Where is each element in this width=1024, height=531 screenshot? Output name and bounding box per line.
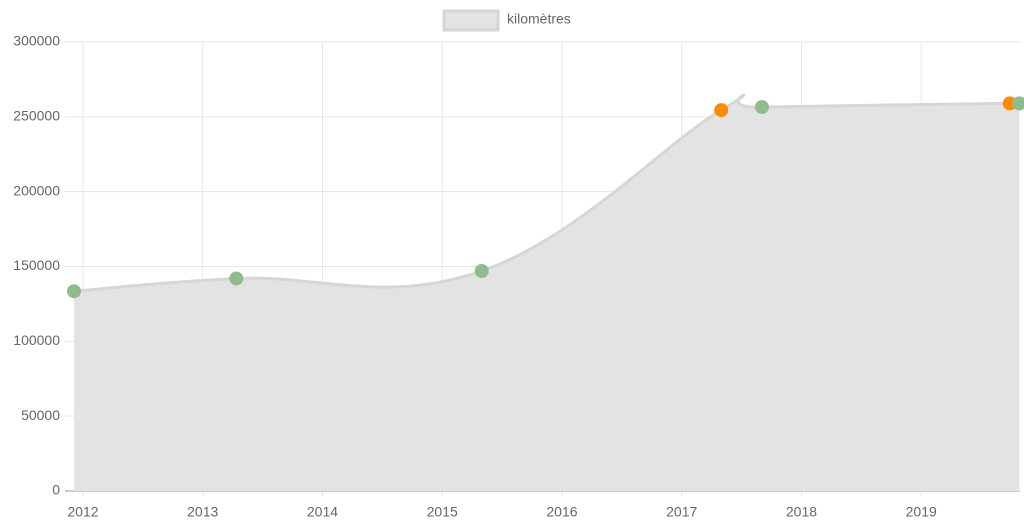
point xyxy=(754,100,769,115)
line xyxy=(73,93,1024,293)
point xyxy=(229,271,244,286)
x-tick-label: 2015 xyxy=(427,504,458,520)
point xyxy=(714,103,729,118)
legend-swatch[interactable] xyxy=(442,9,500,32)
y-tick-label: 0 xyxy=(52,482,60,498)
area xyxy=(73,95,1024,491)
y-tick-label: 100000 xyxy=(13,332,60,348)
legend-label[interactable]: kilomètres xyxy=(507,11,571,27)
point xyxy=(66,284,81,299)
point xyxy=(1012,96,1024,111)
x-tick-label: 2016 xyxy=(546,504,577,520)
x-tick-label: 2014 xyxy=(307,504,338,520)
x-tick-label: 2017 xyxy=(666,504,697,520)
y-tick-label: 150000 xyxy=(13,257,60,273)
point xyxy=(474,263,489,278)
x-tick-label: 2019 xyxy=(906,504,937,520)
x-tick-label: 2018 xyxy=(786,504,817,520)
point xyxy=(1002,96,1017,111)
y-tick-label: 300000 xyxy=(13,33,60,49)
x-tick-label: 2012 xyxy=(67,504,98,520)
y-tick-label: 250000 xyxy=(13,108,60,124)
y-tick-label: 50000 xyxy=(21,407,60,423)
x-tick-label: 2013 xyxy=(187,504,218,520)
y-tick-label: 200000 xyxy=(13,182,60,198)
